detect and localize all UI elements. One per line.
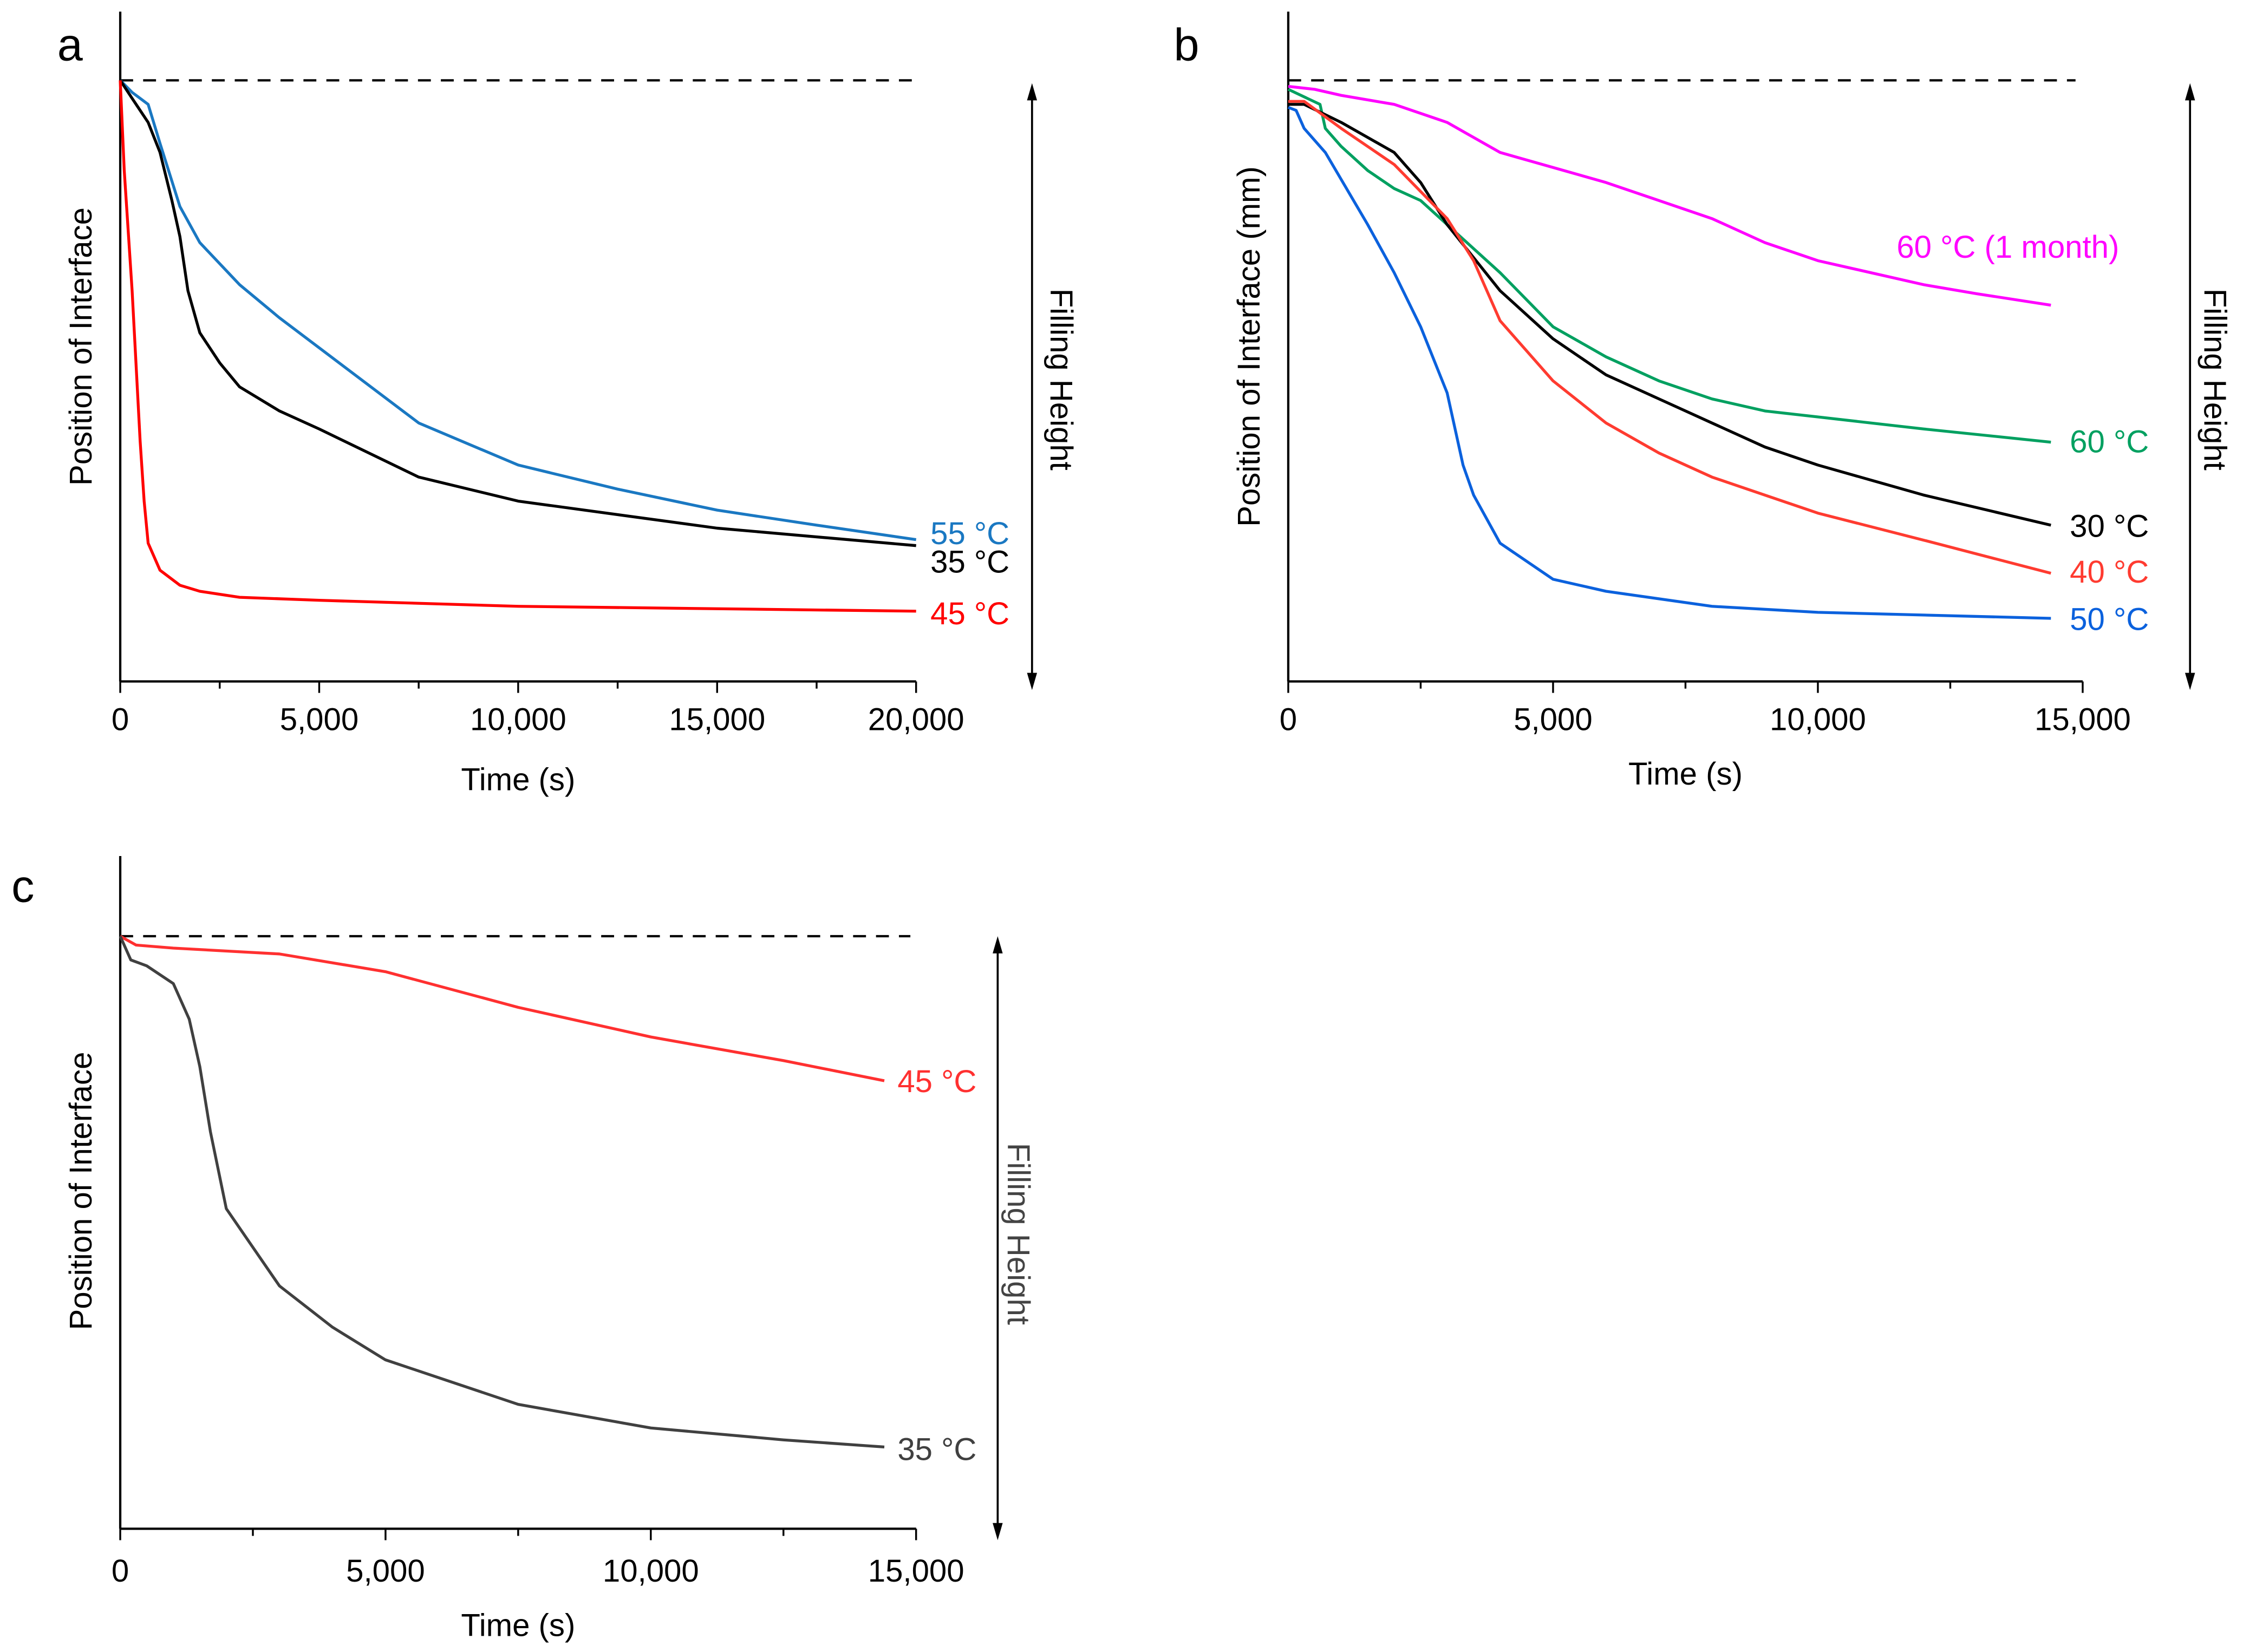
arrow-up-icon xyxy=(1027,83,1038,101)
x-tick-label: 0 xyxy=(112,1553,129,1589)
panel-letter: b xyxy=(1173,18,1199,70)
y-axis-title: Position of Interface xyxy=(63,207,99,486)
filling-height-label: Filling Height xyxy=(1044,289,1079,471)
filling-height-label: Filling Height xyxy=(1001,1143,1036,1325)
x-tick-label: 0 xyxy=(112,702,129,737)
x-tick-label: 15,000 xyxy=(868,1553,964,1589)
x-tick-label: 0 xyxy=(1280,702,1297,737)
panel-letter: a xyxy=(57,18,83,70)
arrow-down-icon xyxy=(2185,672,2195,690)
series-line-1 xyxy=(119,935,885,1082)
series-label: 60 °C (1 month) xyxy=(1896,230,2119,265)
x-tick-label: 15,000 xyxy=(669,702,765,737)
x-axis-title: Time (s) xyxy=(461,1608,575,1643)
series-label: 50 °C xyxy=(2070,602,2149,637)
series-line-3 xyxy=(1288,103,2051,527)
series-line-2 xyxy=(119,79,916,547)
series-label: 55 °C xyxy=(930,516,1009,551)
series-label: 45 °C xyxy=(897,1064,976,1099)
arrow-down-icon xyxy=(993,1523,1003,1540)
panel-a: a 0 5,000 10,000 15,000 20,000 Time (s) Positio… xyxy=(57,11,1079,797)
series-line-1 xyxy=(119,79,917,541)
x-tick-label: 5,000 xyxy=(346,1553,425,1589)
x-axis-title: Time (s) xyxy=(1628,756,1743,792)
x-tick-label: 5,000 xyxy=(280,702,358,737)
y-axis-title: Position of Interface xyxy=(63,1052,99,1330)
arrow-up-icon xyxy=(2185,83,2195,101)
panel-letter: c xyxy=(11,860,34,912)
panel-b: b 0 5,000 10,000 15,000 Time (s) Position of I… xyxy=(1173,11,2233,792)
x-axis-title: Time (s) xyxy=(461,762,575,797)
arrow-up-icon xyxy=(993,936,1003,954)
x-tick-label: 20,000 xyxy=(868,702,964,737)
series-line-5 xyxy=(1287,106,2051,620)
series-line-3 xyxy=(119,80,916,613)
series-label: 35 °C xyxy=(897,1432,976,1467)
arrow-down-icon xyxy=(1027,672,1038,690)
series-label: 40 °C xyxy=(2070,554,2149,590)
x-tick-label: 10,000 xyxy=(1770,702,1866,737)
panel-c: c 0 5,000 10,000 15,000 Time (s) Position of I… xyxy=(11,856,1036,1643)
series-label: 60 °C xyxy=(2070,425,2149,460)
x-tick-label: 15,000 xyxy=(2035,702,2131,737)
series-label: 35 °C xyxy=(930,545,1009,580)
x-tick-label: 10,000 xyxy=(470,702,566,737)
series-line-1 xyxy=(1288,84,2051,307)
x-tick-label: 5,000 xyxy=(1514,702,1593,737)
series-line-4 xyxy=(1288,100,2051,575)
y-axis-title: Position of Interface (mm) xyxy=(1231,166,1267,527)
series-line-2 xyxy=(119,935,885,1449)
series-label: 45 °C xyxy=(930,596,1009,631)
series-label: 30 °C xyxy=(2070,509,2149,544)
filling-height-label: Filling Height xyxy=(2198,289,2233,471)
x-tick-label: 10,000 xyxy=(603,1553,699,1589)
series-line-2 xyxy=(1287,88,2051,444)
